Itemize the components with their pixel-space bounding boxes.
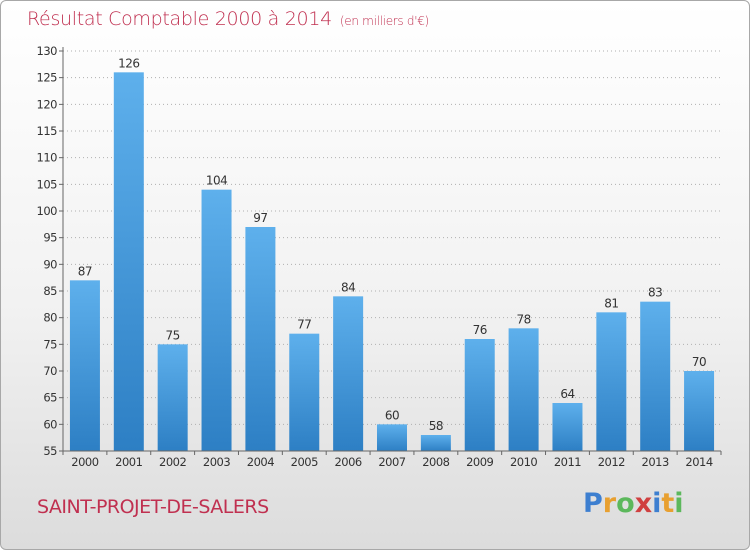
- bar: [420, 435, 451, 451]
- x-tick-label: 2009: [466, 455, 493, 469]
- data-label: 83: [648, 286, 662, 300]
- y-axis: 55 60 65 70 75 80 85 90 95 100 105 110 115 120 125 130: [37, 44, 64, 458]
- y-tick-label: 105: [37, 177, 58, 191]
- chart-title: Résultat Comptable 2000 à 2014 (en millie…: [27, 8, 429, 30]
- logo-letter: o: [616, 488, 635, 519]
- data-label: 87: [78, 264, 92, 278]
- bar: [552, 403, 583, 451]
- bar: [69, 280, 100, 451]
- x-tick-label: 2004: [247, 455, 274, 469]
- bar: [464, 339, 495, 451]
- proxiti-logo: Proxiti: [583, 488, 684, 519]
- x-tick-label: 2012: [598, 455, 625, 469]
- y-tick-label: 65: [43, 391, 57, 405]
- y-tick-label: 60: [43, 417, 57, 431]
- x-axis: 2000 2001 2002 2003 2004 2005 2006 2007 2008 2009…: [62, 450, 722, 469]
- y-tick-label: 115: [37, 124, 58, 138]
- y-tick-label: 110: [37, 151, 58, 165]
- data-label: 77: [297, 318, 311, 332]
- bar: [684, 371, 715, 451]
- logo-letter: t: [661, 488, 675, 519]
- x-tick-label: 2007: [378, 455, 405, 469]
- y-tick-label: 120: [37, 97, 58, 111]
- chart-unit: (en milliers d'€): [339, 14, 429, 28]
- y-tick-label: 75: [43, 337, 57, 351]
- logo-letter: i: [652, 488, 662, 519]
- data-label: 75: [166, 328, 180, 342]
- y-tick-label: 80: [43, 311, 57, 325]
- logo-letter: x: [634, 488, 653, 519]
- y-tick-label: 95: [43, 231, 57, 245]
- data-label: 81: [604, 296, 618, 310]
- x-tick-label: 2010: [510, 455, 537, 469]
- y-tick-label: 100: [37, 204, 58, 218]
- y-tick-label: 125: [37, 71, 58, 85]
- bar: [157, 344, 188, 451]
- data-label: 58: [429, 419, 443, 433]
- y-tick-label: 70: [43, 364, 57, 378]
- y-tick-label: 85: [43, 284, 57, 298]
- bar: [333, 296, 364, 451]
- bar: [508, 328, 539, 451]
- data-label: 64: [560, 387, 574, 401]
- x-tick-label: 2003: [203, 455, 230, 469]
- x-tick-label: 2008: [422, 455, 449, 469]
- data-label: 70: [692, 355, 706, 369]
- commune-name: SAINT-PROJET-DE-SALERS: [37, 496, 269, 518]
- bar: [201, 189, 232, 451]
- logo-letter: r: [602, 488, 617, 519]
- y-tick-label: 90: [43, 257, 57, 271]
- x-tick-label: 2014: [685, 455, 712, 469]
- x-tick-label: 2011: [554, 455, 581, 469]
- chart-title-text: Résultat Comptable 2000 à 2014: [27, 8, 332, 30]
- x-tick-label: 2005: [291, 455, 318, 469]
- data-label: 97: [253, 211, 267, 225]
- bar: [113, 72, 144, 451]
- bars: 87 126 75 104 97 77 84 60 58 76 78 64 81 83 70: [69, 56, 715, 451]
- bar: [377, 424, 407, 451]
- x-tick-label: 2001: [115, 455, 142, 469]
- data-label: 126: [118, 56, 139, 70]
- x-tick-label: 2002: [159, 455, 186, 469]
- x-tick-label: 2000: [71, 455, 98, 469]
- x-tick-label: 2006: [334, 455, 361, 469]
- bar: [640, 301, 671, 451]
- data-label: 76: [473, 323, 487, 337]
- x-tick-label: 2013: [642, 455, 669, 469]
- y-tick-label: 130: [37, 44, 58, 58]
- data-label: 60: [385, 408, 399, 422]
- data-label: 84: [341, 280, 355, 294]
- logo-letter: i: [674, 488, 684, 519]
- bar: [289, 333, 320, 451]
- logo-letter: P: [583, 488, 603, 519]
- data-label: 104: [206, 174, 227, 188]
- data-label: 78: [516, 312, 530, 326]
- bar: [596, 312, 627, 451]
- y-tick-label: 55: [43, 444, 57, 458]
- bar: [245, 227, 276, 451]
